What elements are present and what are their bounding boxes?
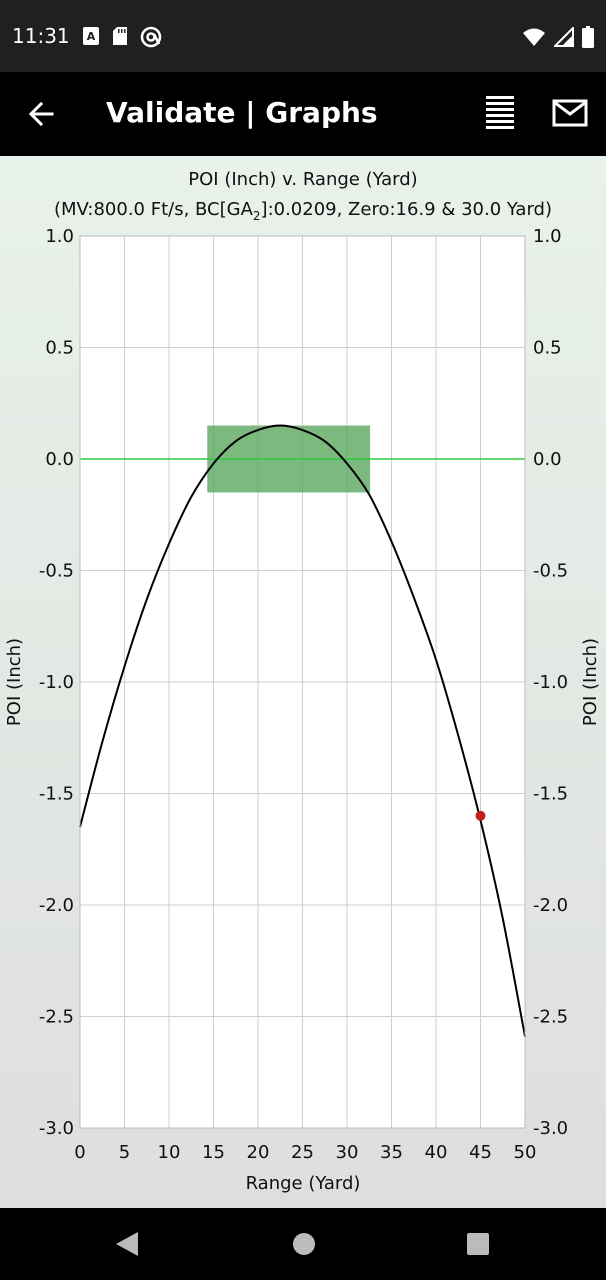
y-tick-label-left: 0.5 <box>45 338 74 359</box>
plot-border <box>79 235 526 1129</box>
axis-ticks: 0 5 10 15 20 25 30 35 40 45 50 1.0 1.0 0.5 0.5 0.0 0.0 -0… <box>39 226 568 1163</box>
sd-card-icon <box>112 26 128 52</box>
x-tick-label: 20 <box>247 1142 270 1163</box>
mail-icon[interactable] <box>552 98 588 130</box>
app-bar: Validate | Graphs <box>0 72 606 156</box>
keyboard-a-icon: A <box>82 26 100 52</box>
y-tick-label-left: 1.0 <box>45 226 74 247</box>
y-tick-label-left: -1.5 <box>39 784 74 805</box>
y-tick-label-right: 0.0 <box>533 449 562 470</box>
x-tick-label: 5 <box>119 1142 130 1163</box>
svg-text:A: A <box>87 30 96 43</box>
y-tick-label-left: -3.0 <box>39 1118 74 1139</box>
y-tick-label-left: 0.0 <box>45 449 74 470</box>
nav-home-icon[interactable] <box>292 1232 316 1260</box>
y-tick-label-right: -2.5 <box>533 1007 568 1028</box>
marker-point <box>475 810 486 821</box>
nav-back-icon[interactable] <box>114 1230 140 1262</box>
y-tick-label-right: -2.0 <box>533 895 568 916</box>
status-right-icons <box>522 25 594 52</box>
battery-icon <box>582 26 594 52</box>
x-tick-label: 35 <box>380 1142 403 1163</box>
page-title: Validate | Graphs <box>106 96 378 129</box>
y-axis-label-right: POI (Inch) <box>580 638 601 726</box>
chart-title: POI (Inch) v. Range (Yard) <box>188 169 417 190</box>
system-nav-bar <box>0 1208 606 1280</box>
back-arrow-icon[interactable] <box>22 94 62 134</box>
nav-recent-icon[interactable] <box>466 1232 490 1260</box>
x-tick-label: 0 <box>74 1142 85 1163</box>
y-tick-label-right: -1.0 <box>533 672 568 693</box>
status-time: 11:31 <box>12 24 70 48</box>
y-axis-label-left: POI (Inch) <box>4 638 25 726</box>
y-tick-label-left: -2.5 <box>39 1007 74 1028</box>
status-bar: 11:31 A <box>0 0 606 72</box>
graph-area: POI (Inch) v. Range (Yard) (MV:800.0 Ft/… <box>0 156 606 1208</box>
y-tick-label-right: 0.5 <box>533 338 562 359</box>
y-tick-label-left: -1.0 <box>39 672 74 693</box>
x-tick-label: 15 <box>202 1142 225 1163</box>
y-tick-label-right: -1.5 <box>533 784 568 805</box>
y-tick-label-left: -0.5 <box>39 561 74 582</box>
x-tick-label: 25 <box>291 1142 314 1163</box>
y-tick-label-left: -2.0 <box>39 895 74 916</box>
x-axis-label: Range (Yard) <box>246 1173 361 1194</box>
chart-subtitle: (MV:800.0 Ft/s, BC[GA2]:0.0209, Zero:16.… <box>54 199 552 223</box>
x-tick-label: 10 <box>158 1142 181 1163</box>
y-tick-label-right: -3.0 <box>533 1118 568 1139</box>
wifi-icon <box>522 27 546 51</box>
menu-lines-icon[interactable] <box>484 94 516 134</box>
y-tick-label-right: 1.0 <box>533 226 562 247</box>
cell-signal-icon <box>552 25 574 51</box>
status-left-icons: A <box>82 26 162 52</box>
poi-range-chart[interactable]: POI (Inch) v. Range (Yard) (MV:800.0 Ft/… <box>0 156 606 1208</box>
x-tick-label: 30 <box>336 1142 359 1163</box>
trajectory-line <box>79 424 526 1037</box>
x-tick-label: 50 <box>514 1142 537 1163</box>
x-tick-label: 40 <box>425 1142 448 1163</box>
y-tick-label-right: -0.5 <box>533 561 568 582</box>
at-sign-icon <box>140 26 162 52</box>
x-tick-label: 45 <box>469 1142 492 1163</box>
